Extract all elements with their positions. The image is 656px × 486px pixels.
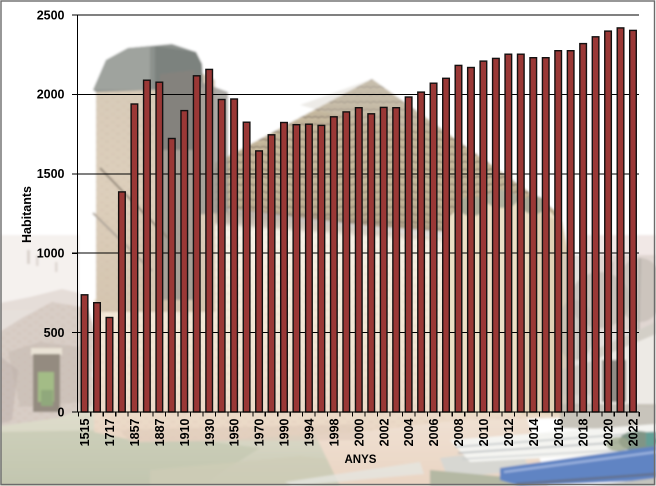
svg-text:1970: 1970 bbox=[253, 418, 267, 446]
svg-text:2004: 2004 bbox=[402, 418, 416, 446]
svg-text:1717: 1717 bbox=[103, 418, 117, 446]
svg-text:Habitants: Habitants bbox=[20, 186, 34, 243]
svg-text:2020: 2020 bbox=[602, 418, 616, 446]
svg-text:2022: 2022 bbox=[627, 418, 641, 446]
svg-text:1930: 1930 bbox=[203, 418, 217, 446]
svg-text:1500: 1500 bbox=[37, 167, 65, 181]
svg-text:1910: 1910 bbox=[178, 418, 192, 446]
svg-text:2016: 2016 bbox=[552, 418, 566, 446]
svg-text:2010: 2010 bbox=[477, 418, 491, 446]
svg-text:2014: 2014 bbox=[527, 418, 541, 446]
svg-text:2008: 2008 bbox=[452, 418, 466, 446]
svg-text:2000: 2000 bbox=[352, 418, 366, 446]
svg-text:500: 500 bbox=[44, 326, 65, 340]
svg-text:0: 0 bbox=[58, 405, 65, 419]
svg-text:1990: 1990 bbox=[278, 418, 292, 446]
svg-text:2500: 2500 bbox=[37, 8, 65, 22]
svg-text:1998: 1998 bbox=[327, 418, 341, 446]
svg-text:1994: 1994 bbox=[303, 418, 317, 446]
svg-text:1887: 1887 bbox=[153, 418, 167, 446]
svg-text:2000: 2000 bbox=[37, 88, 65, 102]
svg-text:1515: 1515 bbox=[78, 418, 92, 446]
svg-text:1950: 1950 bbox=[228, 418, 242, 446]
svg-text:2006: 2006 bbox=[427, 418, 441, 446]
svg-text:1000: 1000 bbox=[37, 247, 65, 261]
svg-text:2018: 2018 bbox=[577, 418, 591, 446]
svg-text:ANYS: ANYS bbox=[345, 454, 377, 466]
svg-text:2012: 2012 bbox=[502, 418, 516, 446]
svg-text:1857: 1857 bbox=[128, 418, 142, 446]
svg-text:2002: 2002 bbox=[377, 418, 391, 446]
